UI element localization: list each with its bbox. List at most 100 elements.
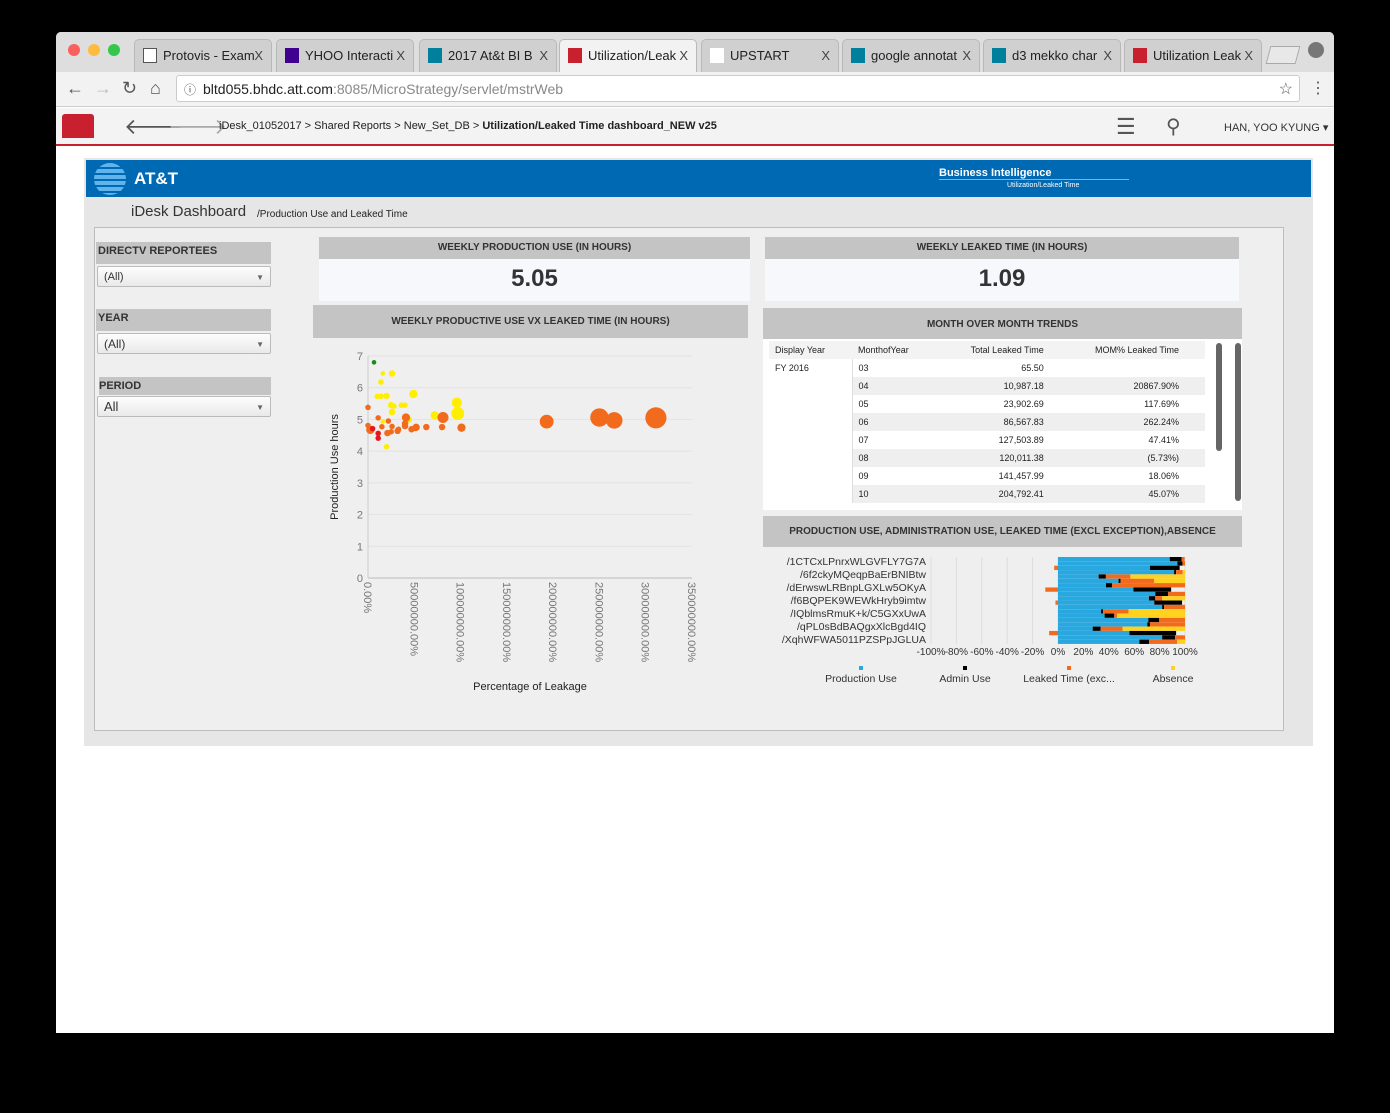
tab[interactable]: YHOO Interacti X	[276, 39, 414, 72]
bar-segment	[1055, 600, 1058, 605]
column-header[interactable]: Total Leaked Time	[970, 345, 1044, 355]
tab-close-icon[interactable]: X	[962, 48, 971, 63]
breadcrumb-separator: >	[472, 120, 480, 132]
table-header-row: Display Year MonthofYear Total Leaked Ti…	[769, 341, 1205, 359]
x-tick-label: -80%	[945, 647, 968, 658]
year-select[interactable]: (All) ▼	[97, 333, 271, 354]
data-point	[457, 423, 466, 432]
data-point	[380, 419, 386, 424]
tab-close-icon[interactable]: X	[539, 48, 548, 63]
tab[interactable]: d3 mekko char X	[983, 39, 1121, 72]
month-cell: 04	[852, 377, 936, 395]
bar-segment	[1100, 626, 1123, 631]
total-cell: 141,457.99	[935, 467, 1050, 485]
bar-segment	[1155, 591, 1169, 597]
year-cell	[769, 413, 853, 431]
breadcrumb-item[interactable]: Shared Reports	[314, 120, 392, 132]
tab[interactable]: Protovis - Exam X	[134, 39, 272, 72]
search-icon[interactable]: ⚲	[1166, 116, 1181, 138]
tab-close-icon[interactable]: X	[1103, 48, 1112, 63]
tab-close-icon[interactable]: X	[254, 48, 263, 63]
bar-segment	[1092, 626, 1101, 631]
bar-segment	[1155, 596, 1163, 601]
tab[interactable]: UPSTART X	[701, 39, 839, 72]
data-point	[412, 423, 420, 432]
month-cell: 05	[852, 395, 936, 413]
legend-swatch	[963, 666, 967, 670]
column-header[interactable]: Display Year	[775, 345, 826, 355]
bar-segment	[1148, 596, 1156, 601]
page-icon	[143, 48, 157, 63]
table-row: 04 10,987.18 20867.90%	[769, 377, 1205, 395]
microstrategy-logo-icon[interactable]	[62, 114, 94, 138]
column-header[interactable]: MOM% Leaked Time	[1094, 345, 1179, 355]
y-tick-label: 4	[357, 446, 363, 458]
mom-cell: 18.06%	[1049, 467, 1205, 485]
bar-segment	[1054, 565, 1058, 570]
close-window-button[interactable]	[68, 44, 80, 56]
bar-segment	[1149, 565, 1180, 570]
reload-icon[interactable]: ↻	[122, 78, 138, 98]
bar-segment	[1058, 639, 1140, 644]
forward-icon[interactable]: →	[94, 78, 112, 98]
bar-segment	[1058, 617, 1149, 623]
breadcrumb-item[interactable]: New_Set_DB	[403, 120, 470, 132]
hamburger-menu-icon[interactable]: ☰	[1116, 114, 1136, 139]
data-point	[388, 429, 394, 435]
tab-close-icon[interactable]: X	[679, 48, 688, 63]
period-select[interactable]: All ▼	[97, 396, 271, 417]
microstrategy-icon	[568, 48, 582, 63]
tab[interactable]: Utilization/Leak X	[559, 39, 697, 72]
month-cell: 03	[852, 359, 936, 377]
bar-segment	[1175, 635, 1185, 640]
data-point	[383, 443, 390, 450]
x-tick-label: -40%	[996, 647, 1019, 658]
home-icon[interactable]: ⌂	[150, 78, 161, 98]
minimize-window-button[interactable]	[88, 44, 100, 56]
x-tick-label: 0.00%	[361, 582, 373, 613]
scrollbar-vertical[interactable]	[1216, 343, 1222, 451]
info-icon[interactable]: ⓘ	[184, 83, 197, 97]
tab-label: Utilization/Leak	[588, 48, 677, 63]
mom-cell	[1049, 359, 1205, 377]
tab[interactable]: google annotat X	[842, 39, 980, 72]
back-arrow-icon[interactable]: 🡐	[124, 114, 183, 139]
bar-segment	[1058, 557, 1170, 562]
back-icon[interactable]: ←	[66, 78, 84, 98]
profile-icon[interactable]	[1308, 42, 1324, 58]
kpi-production-header: WEEKLY PRODUCTION USE (IN HOURS)	[319, 237, 750, 259]
tab-close-icon[interactable]: X	[396, 48, 405, 63]
legend-swatch	[1067, 666, 1071, 670]
bar-segment	[1058, 565, 1150, 570]
tab-close-icon[interactable]: X	[821, 48, 830, 63]
year-cell: FY 2016	[769, 359, 853, 377]
forward-arrow-icon[interactable]: 🡒	[168, 114, 227, 139]
bar-segment	[1114, 613, 1118, 618]
tab[interactable]: 2017 At&t BI B X	[419, 39, 557, 72]
bar-segment	[1058, 583, 1107, 588]
tab-close-icon[interactable]: X	[1244, 48, 1253, 63]
bookmark-star-icon[interactable]: ☆	[1278, 81, 1293, 98]
bar-segment	[1058, 600, 1155, 605]
menu-kebab-icon[interactable]: ⋮	[1310, 80, 1326, 97]
trends-table-container: Display Year MonthofYear Total Leaked Ti…	[763, 339, 1242, 510]
column-header[interactable]: MonthofYear	[858, 345, 909, 355]
tab-label: Protovis - Exam	[163, 48, 255, 63]
scatter-chart-header: WEEKLY PRODUCTIVE USE VX LEAKED TIME (IN…	[313, 305, 748, 338]
maximize-window-button[interactable]	[108, 44, 120, 56]
scrollbar-vertical[interactable]	[1235, 343, 1241, 501]
data-point	[375, 430, 381, 437]
tab-label: 2017 At&t BI B	[448, 48, 533, 63]
url-input[interactable]: ⓘ bltd055.bhdc.att.com:8085/MicroStrateg…	[176, 75, 1300, 102]
user-name: HAN, YOO KYUNG	[1224, 122, 1320, 134]
data-point	[371, 360, 377, 365]
breadcrumb-item[interactable]: iDesk_01052017	[219, 120, 302, 132]
att-banner: AT&T Business Intelligence Utilization/L…	[86, 160, 1311, 197]
tab[interactable]: Utilization Leak X	[1124, 39, 1262, 72]
x-tick-label: -20%	[1021, 647, 1044, 658]
new-tab-button[interactable]	[1265, 46, 1301, 64]
user-menu[interactable]: HAN, YOO KYUNG ▾	[1224, 122, 1329, 134]
x-tick-label: 0%	[1051, 647, 1066, 658]
mom-cell: (5.73%)	[1049, 449, 1205, 467]
directv-reportees-select[interactable]: (All) ▼	[97, 266, 271, 287]
